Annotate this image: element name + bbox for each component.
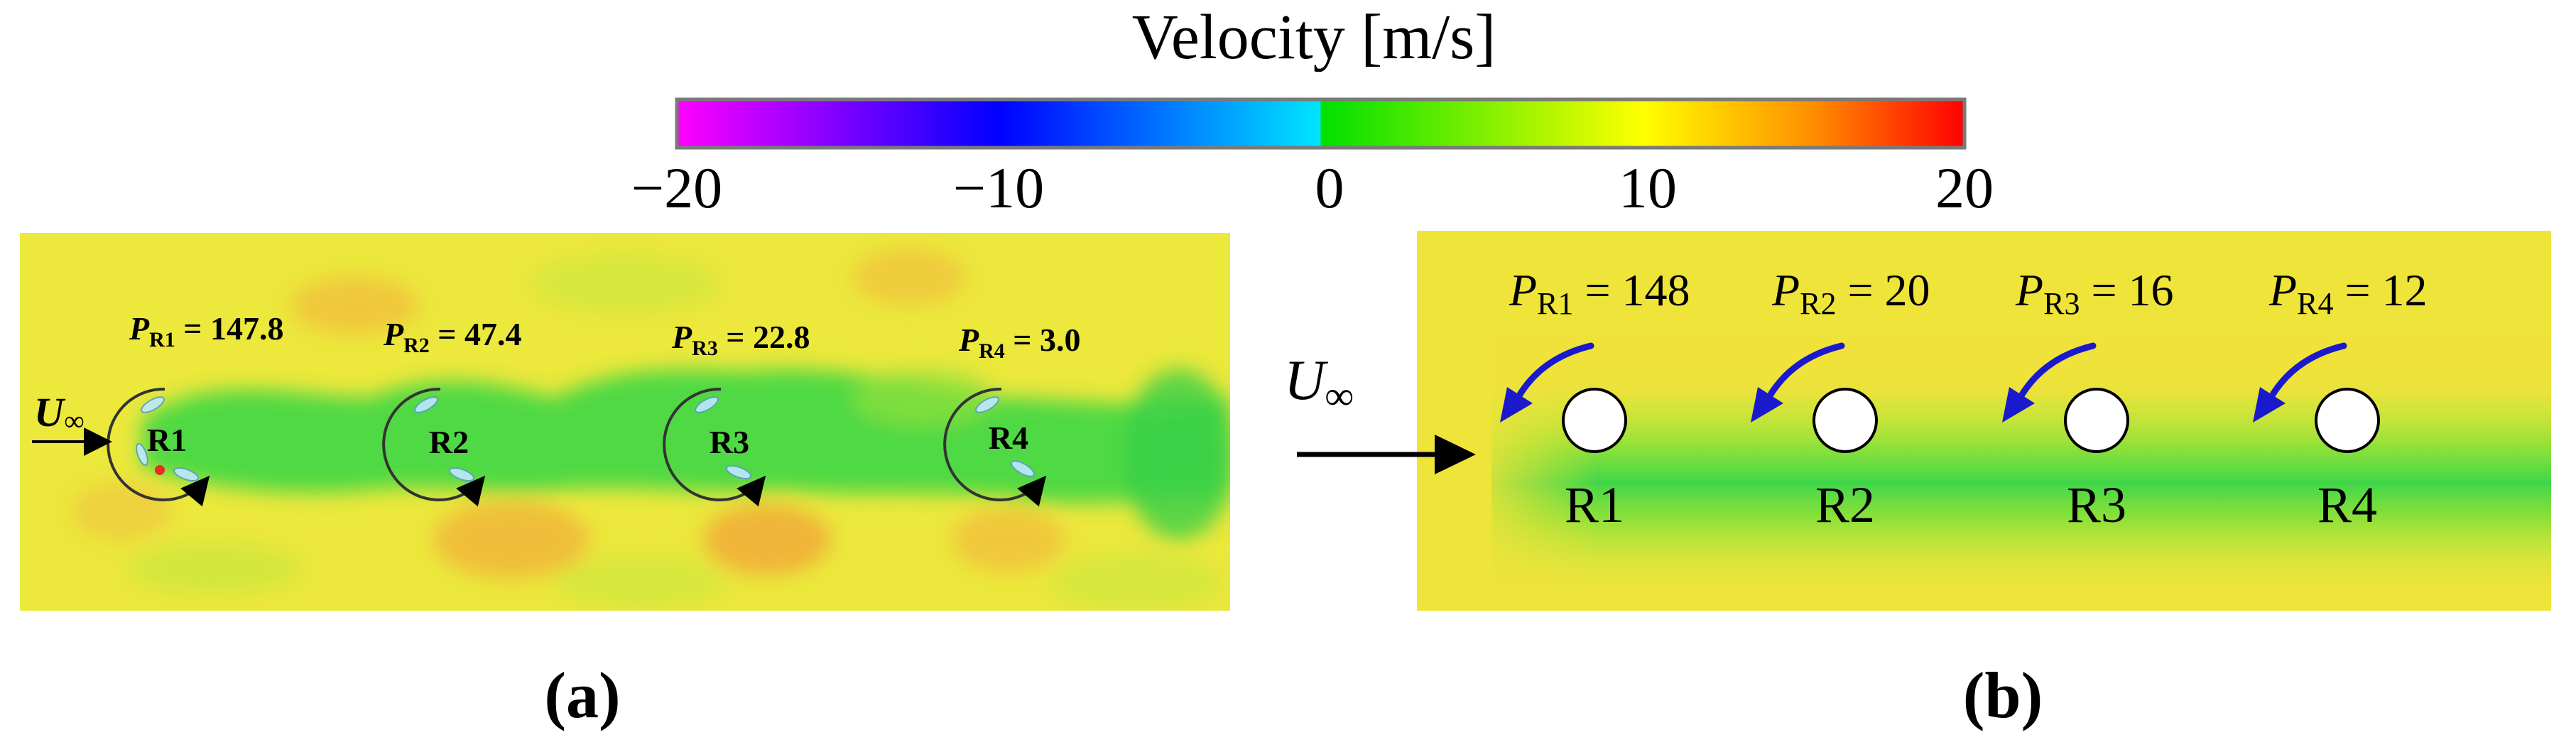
- colorbar-tick-0: 0: [1315, 156, 1344, 220]
- freestream-arrowhead-b: [1435, 435, 1476, 474]
- rotation-arrow-b-r4: [2264, 342, 2347, 407]
- cylinder-b-r1: [1562, 388, 1627, 453]
- rotation-arcs-a: [107, 387, 1047, 507]
- power-label-a-r2: PR2 = 47.4: [383, 316, 522, 357]
- panel-a: R1 R2 R3 R4 PR1 = 147.8 PR2 = 47.4 PR3 =…: [20, 233, 1230, 731]
- colorbar-title: Velocity [m/s]: [1132, 2, 1496, 72]
- rotor-label-b-r1: R1: [1565, 476, 1624, 533]
- rotor-label-a-r4: R4: [989, 420, 1028, 456]
- colorbar-tick-minus10: −10: [953, 156, 1044, 220]
- panel-a-caption: (a): [544, 659, 620, 731]
- colorbar-tick-10: 10: [1619, 156, 1677, 220]
- colorbar-ticks: −20 −10 0 10 20: [631, 156, 1994, 220]
- cylinder-b-r2: [1813, 388, 1878, 453]
- cylinder-b-r3: [2064, 388, 2129, 453]
- power-label-b-r4: PR4 = 12: [2268, 265, 2428, 321]
- panel-b-caption: (b): [1963, 659, 2043, 731]
- power-label-a-r3: PR3 = 22.8: [671, 319, 810, 360]
- colorbar: [675, 97, 1967, 150]
- rotation-arc-a-r3: [663, 387, 766, 507]
- freestream-a: U∞: [32, 389, 112, 456]
- panel-b: PR1 = 148 PR2 = 20 PR3 = 16 PR4 = 12 R1 …: [1284, 231, 2551, 731]
- rotor-label-b-r2: R2: [1815, 476, 1875, 533]
- rotation-arrows-b: [1511, 342, 2347, 407]
- rotor-labels-a: R1 R2 R3 R4: [147, 420, 1028, 460]
- rotor-label-b-r4: R4: [2317, 476, 2377, 533]
- power-label-a-r4: PR4 = 3.0: [958, 322, 1081, 363]
- freestream-label-b: U∞: [1284, 349, 1354, 418]
- freestream-label-a: U∞: [34, 389, 84, 437]
- cylinders-b: [1562, 388, 2380, 453]
- power-labels-a: PR1 = 147.8 PR2 = 47.4 PR3 = 22.8 PR4 = …: [129, 310, 1081, 363]
- colorbar-tick-20: 20: [1935, 156, 1994, 220]
- power-label-b-r2: PR2 = 20: [1771, 265, 1930, 321]
- rotor-label-a-r1: R1: [147, 422, 187, 458]
- rotation-arc-a-r1: [107, 387, 210, 507]
- rotor-label-b-r3: R3: [2067, 476, 2126, 533]
- rotation-arrow-b-r3: [2013, 342, 2097, 407]
- rotor-label-a-r2: R2: [429, 424, 469, 460]
- rotation-arc-a-r2: [382, 387, 486, 507]
- power-label-b-r1: PR1 = 148: [1509, 265, 1690, 321]
- power-labels-b: PR1 = 148 PR2 = 20 PR3 = 16 PR4 = 12: [1509, 265, 2428, 321]
- colorbar-tick-minus20: −20: [631, 156, 722, 220]
- rotor-label-a-r3: R3: [710, 424, 749, 460]
- freestream-b: U∞: [1284, 349, 1476, 474]
- power-label-a-r1: PR1 = 147.8: [129, 310, 284, 352]
- rotation-arrowheads-b: [1500, 387, 2286, 423]
- rotation-arrow-b-r2: [1762, 342, 1845, 407]
- power-label-b-r3: PR3 = 16: [2015, 265, 2174, 321]
- rotor-labels-b: R1 R2 R3 R4: [1565, 476, 2377, 533]
- rotation-arrow-b-r1: [1511, 342, 1594, 407]
- rotation-arc-a-r4: [943, 387, 1047, 507]
- cylinder-b-r4: [2315, 388, 2380, 453]
- velocity-field-a: [20, 233, 1230, 611]
